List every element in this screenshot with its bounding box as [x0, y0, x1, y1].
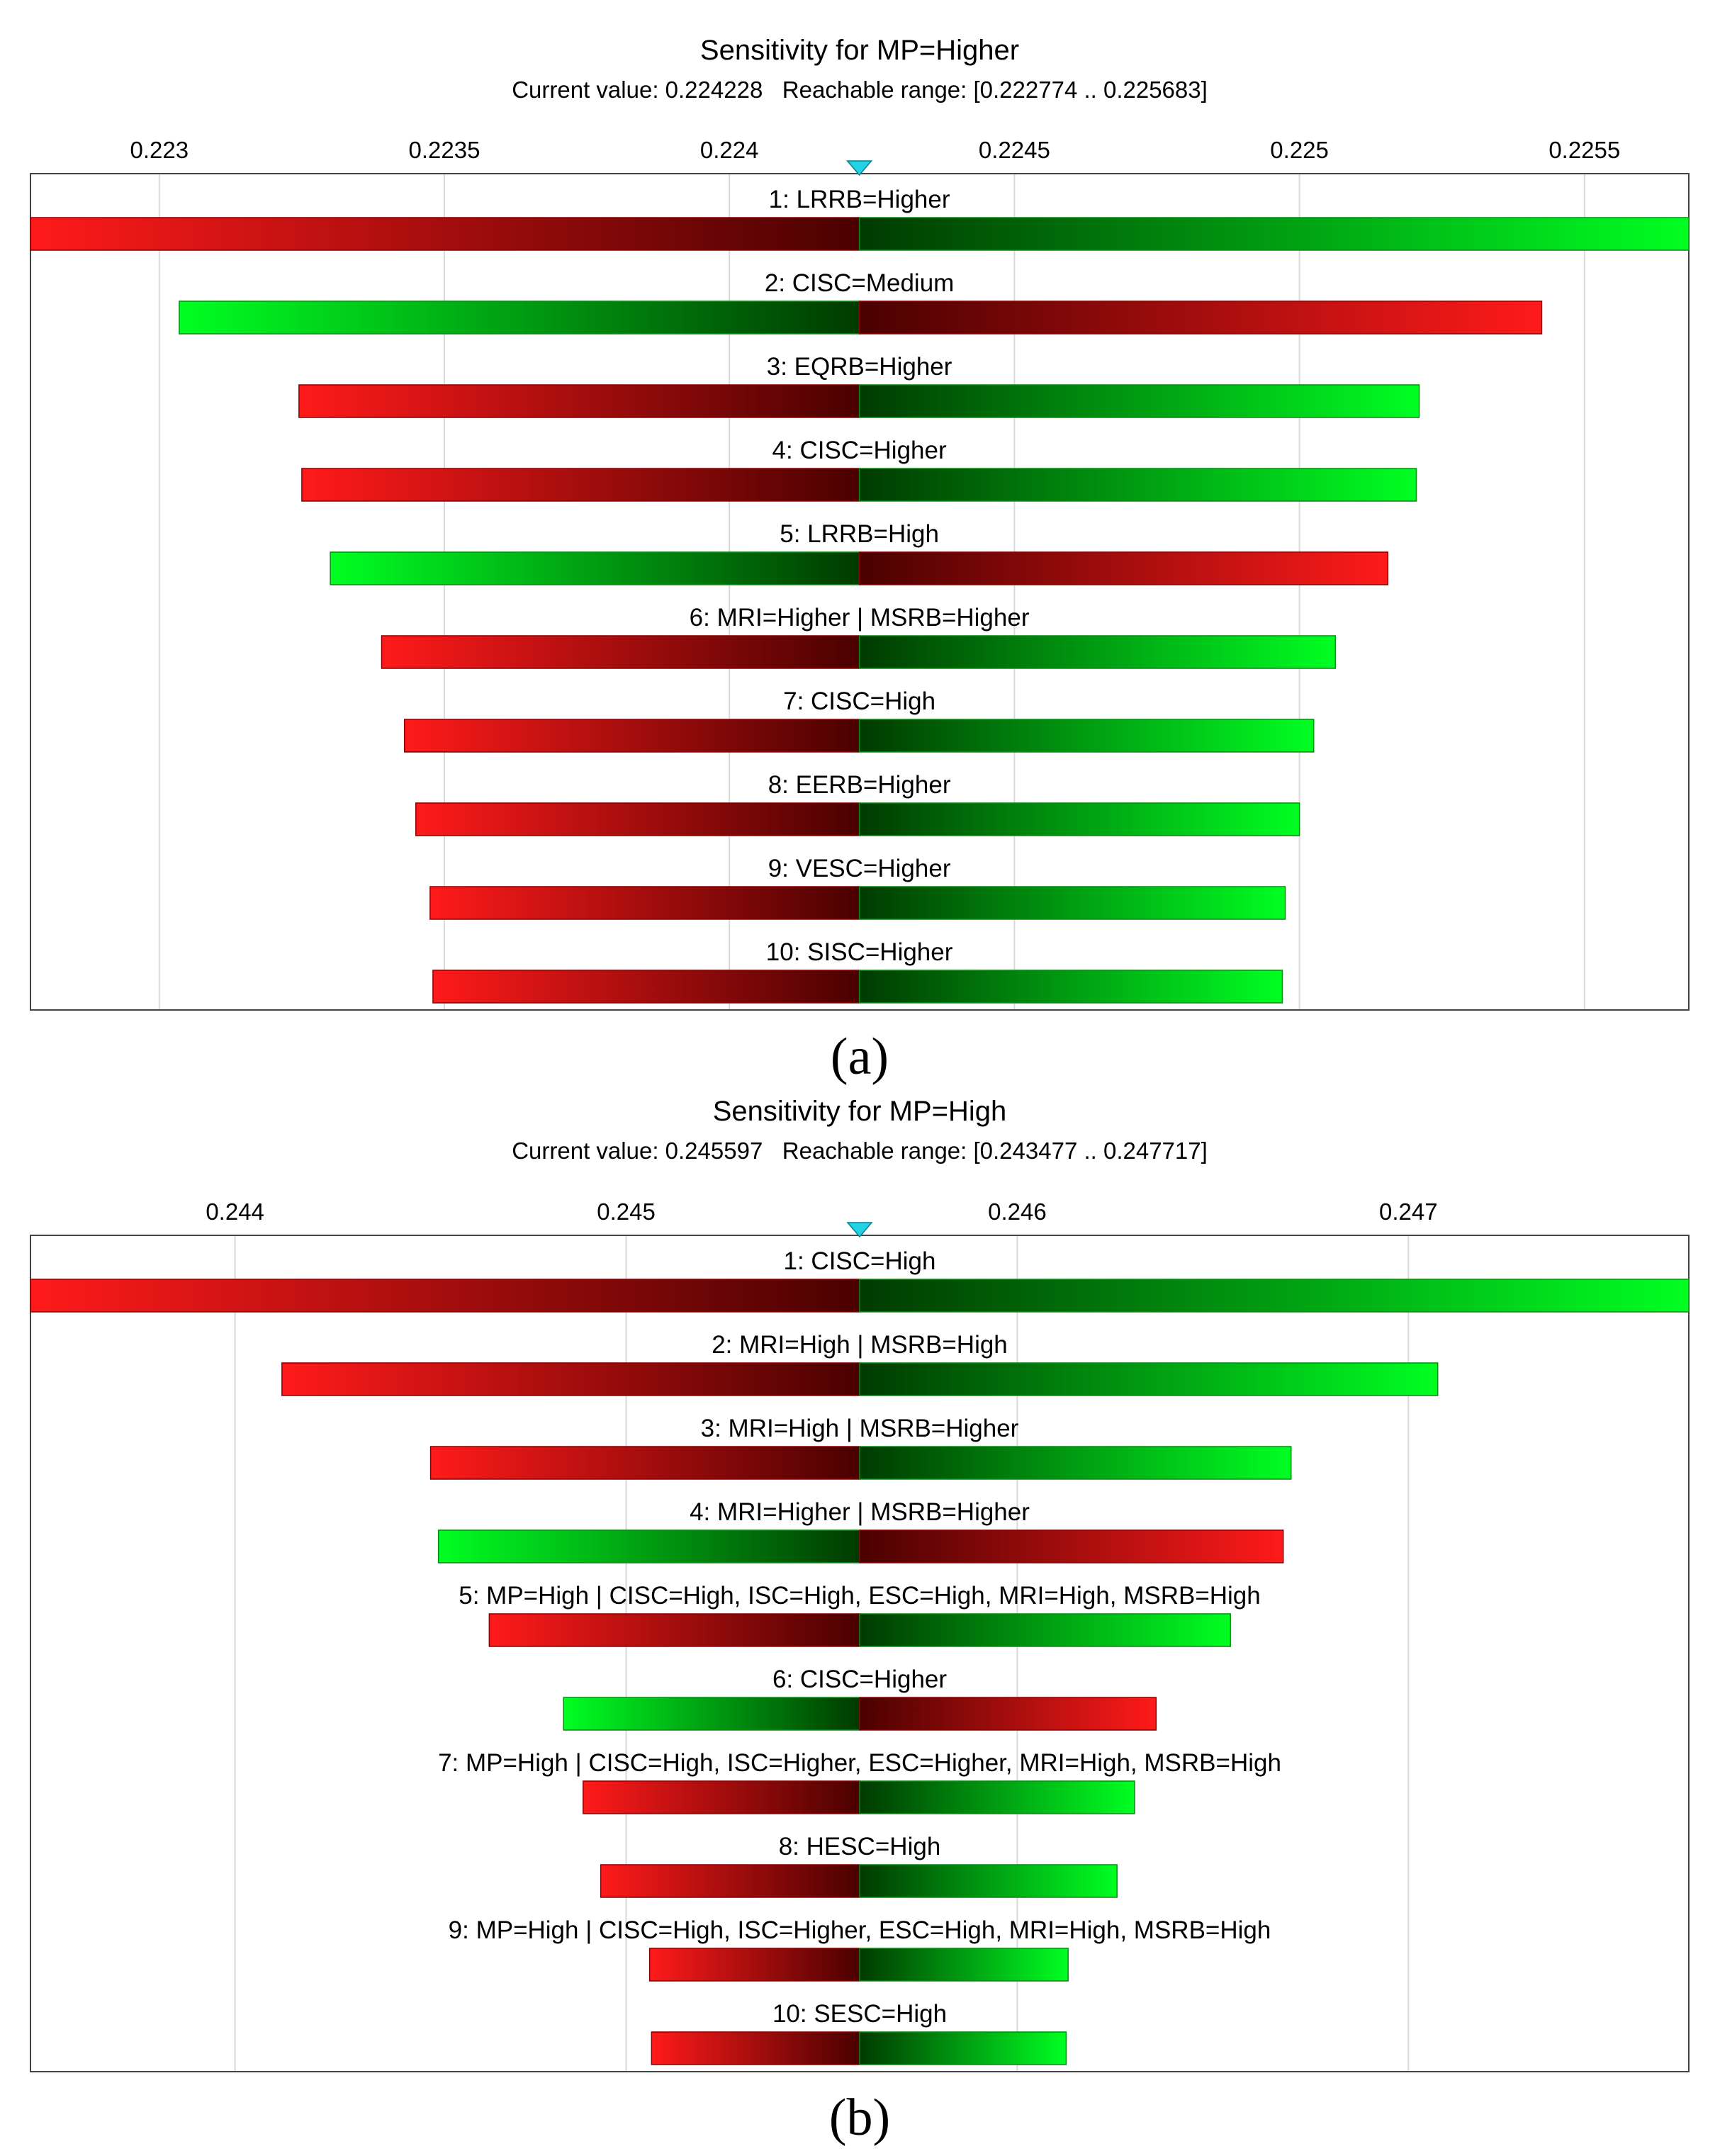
panel-a-subtitle: Current value: 0.224228 Reachable range:… [512, 77, 1208, 103]
b-bar-label: 1: CISC=High [784, 1247, 936, 1275]
a-bar-low-segment [432, 970, 860, 1004]
a-bar-high-segment [858, 635, 1337, 669]
b-bar-low-segment [600, 1864, 860, 1898]
panel-a-plot-frame [30, 173, 1690, 1011]
b-bar-high-segment [859, 1948, 1069, 1982]
panel-a-bar-labels: 1: LRRB=Higher 2: CISC=Medium 3: EQRB=High… [690, 186, 1030, 966]
panel-b-current-value-marker [846, 1222, 873, 1238]
b-bar-low-segment [563, 1697, 860, 1731]
panel-b-tornado-chart: Sensitivity for MP=High Current value: 0… [30, 1096, 1690, 2147]
a-tick-label: 0.225 [1270, 137, 1329, 163]
b-bar-low-segment [429, 1446, 860, 1480]
panel-b-title: Sensitivity for MP=High [713, 1096, 1007, 1127]
b-bar-high-segment [859, 1362, 1439, 1396]
a-bar-low-segment [415, 802, 860, 836]
b-bar-high-segment [859, 1613, 1231, 1647]
a-bar-high-segment [858, 802, 1300, 836]
panel-b-bars [30, 1279, 1690, 2065]
b-bar-label: 5: MP=High | CISC=High, ISC=High, ESC=Hi… [459, 1582, 1260, 1610]
b-tick-label: 0.244 [206, 1198, 264, 1225]
b-bar-high-segment [859, 1529, 1284, 1563]
a-bar-low-segment [298, 384, 860, 418]
b-bar-high-segment [859, 1279, 1690, 1313]
b-bar-label: 4: MRI=Higher | MSRB=Higher [690, 1498, 1030, 1526]
a-bar-high-segment [858, 551, 1389, 585]
b-bar-low-segment [583, 1780, 860, 1814]
panel-b-plot-frame [30, 1235, 1690, 2072]
a-bar-label: 7: CISC=High [783, 687, 935, 715]
a-tick-label: 0.2255 [1548, 137, 1620, 163]
panel-b-gridlines [234, 1235, 1410, 2072]
b-tick-label: 0.247 [1379, 1198, 1438, 1225]
a-bar-high-segment [858, 719, 1315, 753]
panel-b-bar-labels: 1: CISC=High 2: MRI=High | MSRB=High 3: MR… [438, 1247, 1281, 2028]
a-bar-high-segment [858, 970, 1283, 1004]
b-bar-label: 7: MP=High | CISC=High, ISC=Higher, ESC=… [438, 1749, 1281, 1777]
a-bar-low-segment [403, 719, 860, 753]
b-bar-low-segment [30, 1279, 860, 1313]
a-bar-label: 5: LRRB=High [780, 520, 939, 548]
a-bar-low-segment [301, 468, 860, 502]
a-bar-high-segment [858, 217, 1690, 251]
b-bar-low-segment [488, 1613, 860, 1647]
a-bar-high-segment [858, 886, 1286, 920]
a-bar-low-segment [330, 551, 860, 585]
b-bar-label: 3: MRI=High | MSRB=Higher [701, 1415, 1019, 1442]
b-bar-label: 9: MP=High | CISC=High, ISC=Higher, ESC=… [449, 1916, 1271, 1944]
a-bar-label: 4: CISC=Higher [772, 437, 947, 464]
a-bar-high-segment [858, 468, 1417, 502]
b-bar-high-segment [859, 2031, 1067, 2065]
panel-a-bars [30, 217, 1690, 1004]
a-bar-label: 2: CISC=Medium [765, 269, 954, 297]
a-bar-label: 10: SISC=Higher [766, 938, 953, 966]
panel-a-tornado-chart: Sensitivity for MP=Higher Current value:… [30, 35, 1690, 1086]
b-bar-low-segment [648, 1948, 860, 1982]
a-bar-low-segment [30, 217, 860, 251]
panel-a-current-value-marker [845, 160, 873, 176]
b-bar-high-segment [859, 1864, 1118, 1898]
a-bar-low-segment [381, 635, 860, 669]
b-bar-label: 8: HESC=High [779, 1833, 941, 1860]
b-bar-high-segment [859, 1446, 1292, 1480]
panel-a-title: Sensitivity for MP=Higher [700, 35, 1019, 66]
b-bar-low-segment [651, 2031, 860, 2065]
a-tick-label: 0.224 [700, 137, 759, 163]
b-tick-label: 0.246 [988, 1198, 1047, 1225]
b-bar-low-segment [437, 1529, 860, 1563]
panel-b-subtitle: Current value: 0.245597 Reachable range:… [512, 1138, 1208, 1164]
panel-b-label: (b) [829, 2089, 890, 2147]
b-bar-high-segment [859, 1697, 1157, 1731]
a-bar-low-segment [429, 886, 860, 920]
a-bar-label: 3: EQRB=Higher [767, 353, 952, 381]
a-bar-low-segment [179, 301, 860, 335]
b-bar-low-segment [281, 1362, 860, 1396]
panel-b-tick-labels: 0.244 0.245 0.246 0.247 [206, 1198, 1437, 1225]
a-bar-label: 9: VESC=Higher [768, 855, 951, 882]
a-tick-label: 0.223 [130, 137, 189, 163]
a-tick-label: 0.2245 [979, 137, 1050, 163]
b-bar-label: 2: MRI=High | MSRB=High [712, 1331, 1008, 1359]
a-bar-high-segment [858, 384, 1420, 418]
a-bar-label: 1: LRRB=Higher [769, 186, 950, 213]
panel-a-label: (a) [831, 1028, 889, 1086]
b-tick-label: 0.245 [597, 1198, 656, 1225]
panel-a-tick-labels: 0.223 0.2235 0.224 0.2245 0.225 0.2255 [130, 137, 1620, 163]
b-bar-label: 6: CISC=Higher [772, 1666, 947, 1693]
a-tick-label: 0.2235 [409, 137, 480, 163]
b-bar-high-segment [859, 1780, 1135, 1814]
panel-a-gridlines [158, 174, 1585, 1010]
a-bar-label: 6: MRI=Higher | MSRB=Higher [690, 604, 1030, 631]
a-bar-high-segment [858, 301, 1543, 335]
a-bar-label: 8: EERB=Higher [768, 771, 951, 799]
b-bar-label: 10: SESC=High [772, 2000, 947, 2028]
